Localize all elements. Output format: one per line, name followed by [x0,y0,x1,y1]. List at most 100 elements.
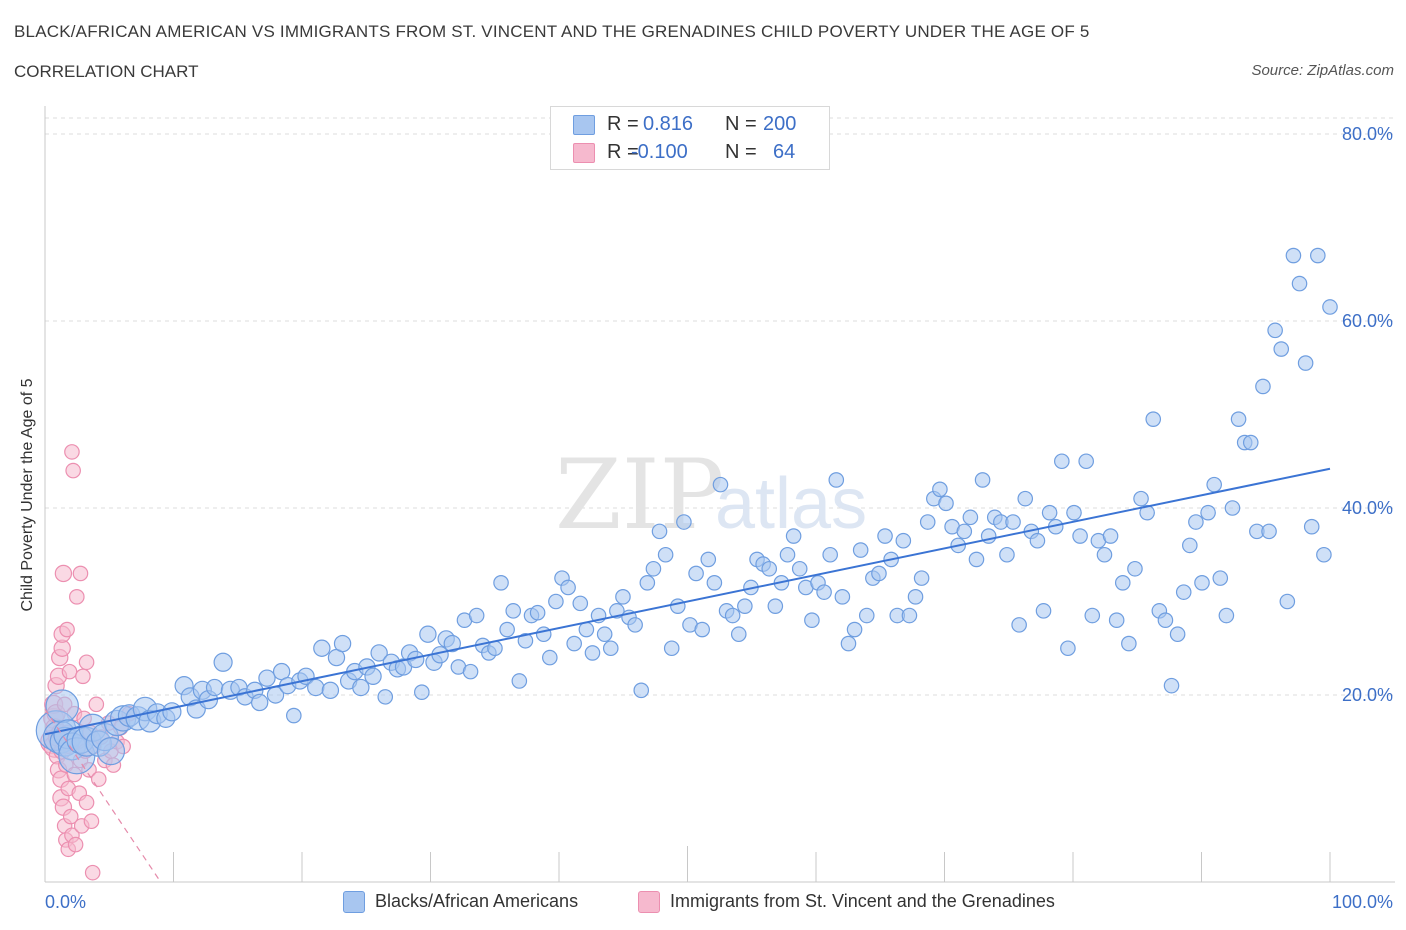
point-blacks [1108,612,1125,628]
x-tick-label-min: 0.0% [45,892,86,912]
point-blacks [767,598,784,614]
point-immigrants [84,864,101,881]
point-blacks [1224,500,1241,516]
point-blacks [688,565,704,582]
point-blacks [871,565,887,582]
point-blacks [676,514,692,530]
watermark-zip: ZIP [555,439,724,551]
point-blacks [1242,434,1259,451]
point-blacks [364,667,382,686]
y-tick-label: 60.0% [1342,311,1393,331]
point-blacks [639,574,656,591]
point-immigrants [54,564,73,583]
point-blacks [566,635,582,652]
r-value: -0.100 [631,141,688,163]
point-blacks [205,678,224,697]
point-blacks [1188,514,1204,530]
legend-swatch-pink [638,891,660,913]
point-blacks [499,621,515,638]
point-blacks [1310,247,1326,264]
point-blacks [258,669,276,687]
y-tick-label: 80.0% [1342,124,1393,144]
point-blacks [1084,607,1101,624]
r-value: 0.816 [643,113,694,135]
point-immigrants [88,696,105,713]
point-blacks [1102,528,1119,544]
point-blacks [1316,546,1332,563]
point-blacks [852,542,869,558]
point-blacks [694,621,710,638]
point-blacks [1029,532,1046,549]
point-blacks [1127,560,1143,577]
point-blacks [670,598,686,614]
point-blacks [1145,411,1162,427]
r-label: R = [607,141,639,163]
n-label: N = [725,113,757,135]
point-blacks [804,612,820,628]
point-blacks [968,551,985,568]
point-blacks [419,625,437,643]
point-blacks [615,589,631,605]
point-blacks [321,681,340,700]
trend-line-immigrants [44,708,162,883]
point-blacks [1261,523,1277,540]
point-blacks [645,560,662,577]
source-credit: Source: ZipAtlas.com [1251,62,1394,79]
correlation-legend: R = 0.816 N = 200 R = -0.100 N = 64 [550,106,830,170]
r-label: R = [607,113,639,135]
point-blacks [1218,607,1235,624]
point-blacks [162,702,182,722]
point-blacks [307,678,325,697]
point-blacks [907,589,924,605]
point-immigrants [78,794,95,811]
point-blacks [956,523,973,540]
point-blacks [1017,490,1034,507]
point-blacks [730,626,747,643]
point-blacks [858,607,875,624]
point-blacks [1078,453,1094,470]
point-blacks [511,673,528,689]
y-tick-label: 40.0% [1342,498,1393,518]
chart-title: BLACK/AFRICAN AMERICAN VS IMMIGRANTS FRO… [14,22,1090,41]
point-blacks [1133,490,1149,507]
point-blacks [1005,514,1021,530]
point-blacks [45,689,79,724]
point-blacks [584,645,601,661]
point-immigrants [62,808,79,825]
point-blacks [1285,247,1302,264]
point-blacks [578,621,595,638]
point-blacks [548,593,564,610]
point-blacks [313,639,331,657]
point-blacks [517,632,534,649]
point-blacks [932,481,948,498]
point-blacks [846,621,863,638]
point-blacks [1066,504,1082,521]
point-blacks [938,495,954,512]
point-immigrants [90,771,107,787]
point-immigrants [83,813,100,830]
point-blacks [1169,626,1186,643]
point-blacks [712,476,729,493]
point-blacks [1255,378,1271,395]
legend-swatch-pink [573,143,595,163]
point-blacks [1157,612,1174,628]
point-blacks [974,472,991,488]
point-blacks [737,598,753,614]
point-blacks [724,607,741,624]
point-blacks [877,528,893,544]
x-tick-label-max: 100.0% [1332,892,1393,912]
point-blacks [1267,322,1283,339]
n-value: 64 [773,141,796,163]
n-value: 200 [763,113,797,135]
point-blacks [1139,504,1155,521]
point-blacks [377,689,394,705]
n-label: N = [725,141,757,163]
legend-label: Blacks/African Americans [375,891,579,911]
point-immigrants [75,668,91,685]
point-blacks [962,509,979,526]
point-blacks [816,584,832,600]
point-blacks [370,644,388,662]
point-blacks [828,472,845,488]
point-immigrants [69,589,85,605]
